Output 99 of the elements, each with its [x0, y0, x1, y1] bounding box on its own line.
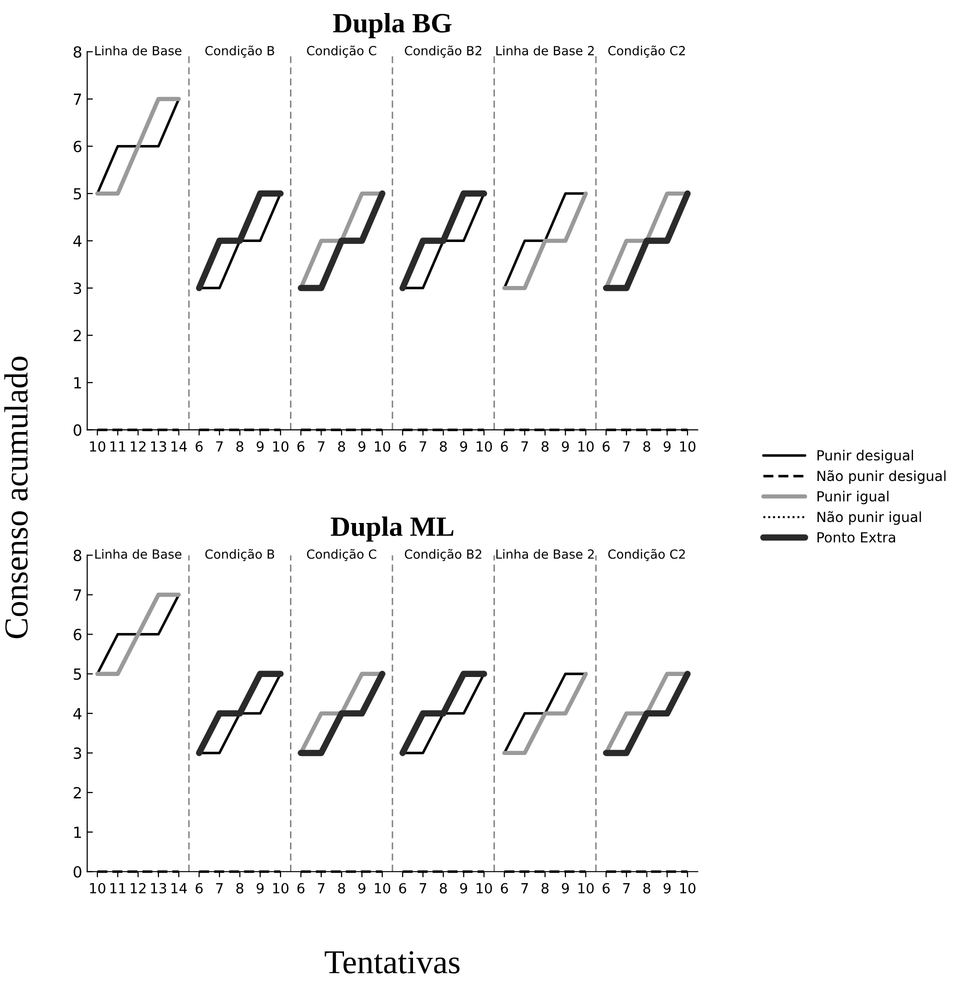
- x-tick-label: 10: [90, 882, 106, 894]
- x-tick-label: 6: [196, 441, 203, 452]
- x-tick-label: 6: [399, 882, 406, 894]
- x-tick-label: 8: [440, 882, 447, 894]
- x-tick-label: 9: [562, 882, 569, 894]
- x-tick-label: 10: [578, 882, 594, 894]
- chart-title: Dupla BG: [333, 13, 452, 38]
- x-tick-label: 7: [318, 883, 324, 894]
- y-tick-label: 8: [74, 550, 82, 562]
- x-tick-label: 9: [460, 441, 468, 452]
- x-tick-label: 8: [338, 441, 346, 452]
- x-tick-label: 12: [130, 882, 146, 894]
- y-tick-label: 6: [74, 140, 82, 152]
- annotation: Condição B: [205, 45, 274, 58]
- y-tick-label: 0: [74, 866, 82, 878]
- y-axis-title: Consenso acumulado: [4, 356, 28, 638]
- x-tick-label: 13: [151, 882, 166, 894]
- x-axis-title: Tentativas: [324, 951, 460, 974]
- x-tick-label: 11: [110, 883, 126, 894]
- y-tick-label: 4: [73, 708, 82, 720]
- annotation: Condição B2: [404, 45, 482, 58]
- x-tick-label: 8: [643, 441, 650, 452]
- x-tick-label: 14: [171, 441, 187, 452]
- y-tick-label: 2: [74, 786, 81, 798]
- x-tick-label: 9: [664, 882, 671, 894]
- x-tick-label: 12: [130, 441, 146, 452]
- y-tick-label: 1: [74, 377, 81, 388]
- y-tick-label: 0: [74, 424, 82, 436]
- x-tick-label: 6: [297, 882, 304, 894]
- x-tick-label: 10: [476, 882, 492, 894]
- x-tick-label: 7: [623, 883, 630, 894]
- x-tick-label: 7: [216, 883, 223, 894]
- x-tick-label: 10: [374, 441, 390, 452]
- x-tick-label: 10: [578, 441, 594, 452]
- x-tick-label: 9: [256, 882, 264, 894]
- y-tick-label: 4: [73, 235, 82, 247]
- x-tick-label: 8: [236, 441, 244, 452]
- x-tick-label: 8: [440, 441, 447, 452]
- x-tick-label: 8: [338, 882, 346, 894]
- legend-label: Não punir desigual: [818, 470, 946, 484]
- x-tick-label: 6: [602, 441, 610, 452]
- x-tick-label: 6: [297, 441, 304, 452]
- x-tick-label: 9: [664, 441, 671, 452]
- x-tick-label: 7: [521, 883, 528, 894]
- annotation: Linha de Base 2: [496, 46, 594, 56]
- annotation: Condição C2: [608, 548, 685, 562]
- annotation: Condição C2: [608, 45, 685, 58]
- y-tick-label: 5: [74, 188, 82, 200]
- x-tick-label: 6: [500, 882, 508, 894]
- x-tick-label: 10: [273, 441, 288, 452]
- y-tick-label: 1: [74, 826, 81, 838]
- x-tick-label: 6: [500, 441, 508, 452]
- y-tick-label: 5: [74, 668, 82, 680]
- x-tick-label: 7: [521, 441, 528, 452]
- x-tick-label: 14: [171, 883, 187, 894]
- x-tick-label: 7: [623, 441, 630, 452]
- x-tick-label: 6: [196, 882, 203, 894]
- y-tick-label: 8: [74, 46, 82, 58]
- x-tick-label: 10: [90, 441, 106, 452]
- x-tick-label: 10: [476, 441, 492, 452]
- x-tick-label: 8: [643, 882, 650, 894]
- x-tick-label: 13: [151, 441, 166, 452]
- annotation: Condição B2: [404, 548, 482, 562]
- x-tick-label: 6: [399, 441, 406, 452]
- annotation: Condição C: [306, 548, 376, 562]
- annotation: Linha de Base: [95, 549, 182, 559]
- x-tick-label: 9: [358, 441, 366, 452]
- x-tick-label: 9: [460, 882, 468, 894]
- y-tick-label: 7: [74, 94, 82, 105]
- x-tick-label: 7: [318, 441, 324, 452]
- x-tick-label: 9: [256, 441, 264, 452]
- x-tick-label: 7: [420, 441, 426, 452]
- x-tick-label: 9: [358, 882, 366, 894]
- chart-title: Dupla ML: [330, 516, 454, 542]
- y-tick-label: 6: [74, 628, 82, 640]
- x-tick-label: 8: [236, 882, 244, 894]
- legend-label: Punir igual: [818, 490, 888, 504]
- x-tick-label: 10: [680, 441, 696, 452]
- annotation: Condição C: [306, 45, 376, 58]
- y-tick-label: 2: [74, 330, 81, 342]
- annotation: Linha de Base: [95, 46, 182, 56]
- x-tick-label: 10: [680, 882, 696, 894]
- legend-label: Punir desigual: [818, 450, 914, 464]
- x-tick-label: 7: [420, 883, 426, 894]
- y-tick-label: 7: [74, 589, 82, 601]
- annotation: Condição B: [205, 548, 274, 562]
- legend-label: Não punir igual: [818, 511, 921, 525]
- x-tick-label: 6: [602, 882, 610, 894]
- y-tick-label: 3: [74, 282, 82, 294]
- x-tick-label: 7: [216, 441, 223, 452]
- x-tick-label: 11: [110, 441, 126, 452]
- annotation: Linha de Base 2: [496, 549, 594, 559]
- y-tick-label: 3: [74, 747, 82, 759]
- x-tick-label: 9: [562, 441, 569, 452]
- x-tick-label: 10: [374, 882, 390, 894]
- legend-label: Ponto Extra: [818, 532, 896, 543]
- x-tick-label: 10: [273, 882, 288, 894]
- x-tick-label: 8: [542, 441, 549, 452]
- x-tick-label: 8: [542, 882, 549, 894]
